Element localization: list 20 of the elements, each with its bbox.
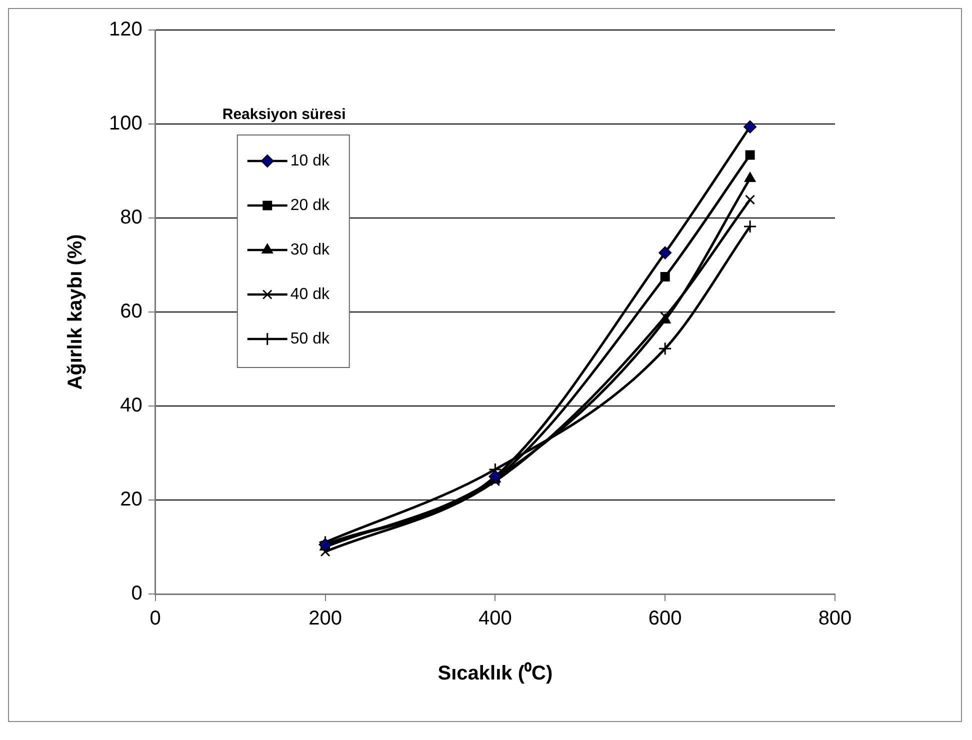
y-tick-label: 60 [120,300,142,323]
legend-title: Reaksiyon süresi [222,106,346,123]
y-tick-label: 80 [120,206,142,229]
x-tick-label: 200 [308,608,342,630]
y-tick-label: 0 [131,582,142,605]
x-tick-label: 800 [818,608,852,630]
legend-label: 30 dk [290,241,331,258]
x-axis-title: Sıcaklık (⁰C) [438,662,553,685]
y-tick-label: 20 [120,488,142,511]
y-axis-title: Ağırlık kaybı (%) [64,234,87,390]
x-tick-label: 600 [648,608,682,630]
legend-label: 50 dk [290,330,331,348]
x-tick-label: 400 [478,608,512,630]
x-tick-label: 0 [150,608,161,630]
y-tick-label: 100 [108,112,142,135]
y-tick-label: 120 [108,18,142,41]
legend-label: 20 dk [290,196,331,214]
legend-label: 40 dk [290,286,331,303]
legend-label: 10 dk [290,152,331,170]
y-tick-label: 40 [120,394,142,417]
